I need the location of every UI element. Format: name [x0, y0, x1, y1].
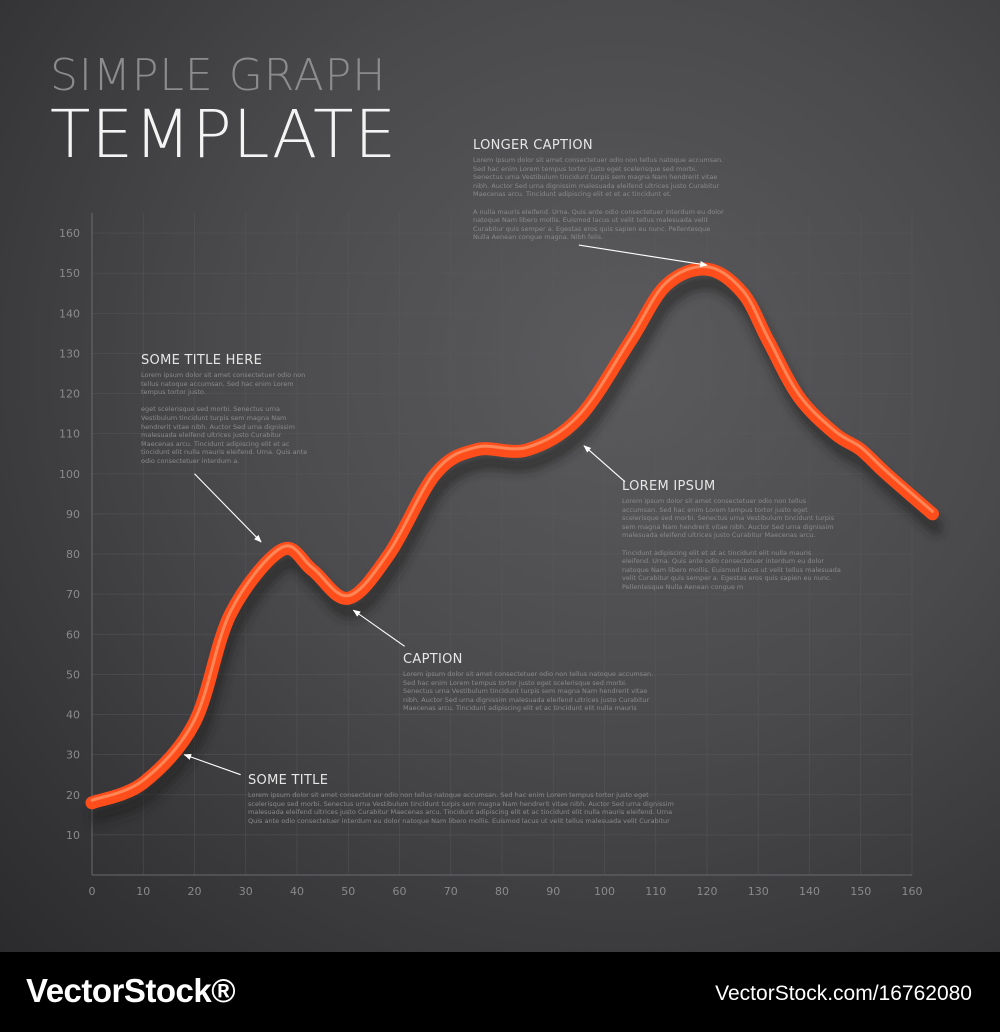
annotation-body: Lorem ipsum dolor sit amet consectetuer … — [141, 371, 308, 465]
x-tick-label: 110 — [645, 885, 666, 898]
x-tick-label: 0 — [89, 885, 96, 898]
annotation-body: Lorem ipsum dolor sit amet consectetuer … — [622, 497, 841, 591]
y-tick-label: 110 — [59, 428, 80, 441]
x-tick-label: 40 — [290, 885, 304, 898]
x-tick-label: 140 — [799, 885, 820, 898]
x-tick-label: 10 — [136, 885, 150, 898]
chart-stage: 0 10 20 30 40 50 60 70 80 90 100 110 120 130 140 150 160… — [0, 0, 1000, 952]
annotation-some-title-here: SOME TITLE HERE Lorem ipsum dolor sit am… — [141, 353, 307, 466]
annotation-longer-caption: LONGER CAPTION Lorem ipsum dolor sit ame… — [473, 138, 724, 242]
chart-series — [85, 262, 944, 824]
x-tick-label: 150 — [850, 885, 871, 898]
annotation-heading: LONGER CAPTION — [473, 138, 593, 153]
y-tick-label: 10 — [66, 829, 80, 842]
y-tick-label: 70 — [66, 588, 80, 601]
y-tick-label: 40 — [66, 709, 80, 722]
y-tick-label: 130 — [59, 347, 80, 360]
annotation-body: Lorem ipsum dolor sit amet consectetuer … — [403, 670, 654, 713]
y-tick-label: 80 — [66, 548, 80, 561]
annotation-lorem-ipsum: LOREM IPSUM Lorem ipsum dolor sit amet c… — [622, 479, 841, 592]
annotation-arrow-caption — [352, 609, 405, 647]
annotation-some-title: SOME TITLE Lorem ipsum dolor sit amet co… — [248, 773, 674, 825]
y-tick-label: 100 — [59, 468, 80, 481]
annotation-arrow-longer-caption — [578, 244, 708, 268]
annotation-body: Lorem ipsum dolor sit amet consectetuer … — [473, 156, 724, 242]
page-title-line-1: SIMPLE GRAPH — [50, 50, 387, 101]
annotation-arrow-some-title — [183, 754, 241, 776]
x-tick-label: 30 — [239, 885, 253, 898]
annotation-arrows — [183, 244, 708, 776]
y-tick-label: 150 — [59, 267, 80, 280]
series-line-shadow — [89, 275, 944, 824]
annotation-heading: CAPTION — [403, 652, 463, 667]
x-tick-label: 160 — [902, 885, 923, 898]
chart-axes: 0 10 20 30 40 50 60 70 80 90 100 110 120 130 140 150 160… — [59, 213, 923, 898]
x-tick-label: 60 — [393, 885, 407, 898]
annotation-body: Lorem ipsum dolor sit amet consectetuer … — [248, 791, 674, 825]
y-tick-label: 120 — [59, 388, 80, 401]
footer-url: VectorStock.com/16762080 — [715, 982, 972, 1005]
line-chart: 0 10 20 30 40 50 60 70 80 90 100 110 120 130 140 150 160… — [59, 213, 944, 898]
series-line-highlight — [90, 264, 934, 802]
y-tick-label: 60 — [66, 628, 80, 641]
x-tick-label: 50 — [341, 885, 355, 898]
y-tick-label: 50 — [66, 668, 80, 681]
y-tick-label: 30 — [66, 749, 80, 762]
annotation-heading: SOME TITLE HERE — [141, 353, 263, 368]
y-tick-label: 160 — [59, 227, 80, 240]
x-tick-label: 90 — [546, 885, 560, 898]
annotation-caption: CAPTION Lorem ipsum dolor sit amet conse… — [403, 652, 653, 713]
annotation-heading: SOME TITLE — [248, 773, 329, 788]
brand-logo: VectorStock® — [26, 972, 236, 1009]
x-tick-label: 120 — [697, 885, 718, 898]
annotation-heading: LOREM IPSUM — [622, 479, 716, 494]
y-tick-label: 90 — [66, 508, 80, 521]
annotation-arrow-lorem-ipsum — [583, 445, 626, 483]
page-title-line-2: TEMPLATE — [50, 96, 398, 173]
annotation-arrow-some-title-here — [194, 473, 262, 543]
y-tick-label: 140 — [59, 307, 80, 320]
x-tick-label: 130 — [748, 885, 769, 898]
x-tick-label: 100 — [594, 885, 615, 898]
x-tick-label: 20 — [188, 885, 202, 898]
x-tick-label: 70 — [444, 885, 458, 898]
x-tick-label: 80 — [495, 885, 509, 898]
y-tick-label: 20 — [66, 789, 80, 802]
footer-bar: VectorStock® VectorStock.com/16762080 — [0, 952, 1000, 1032]
